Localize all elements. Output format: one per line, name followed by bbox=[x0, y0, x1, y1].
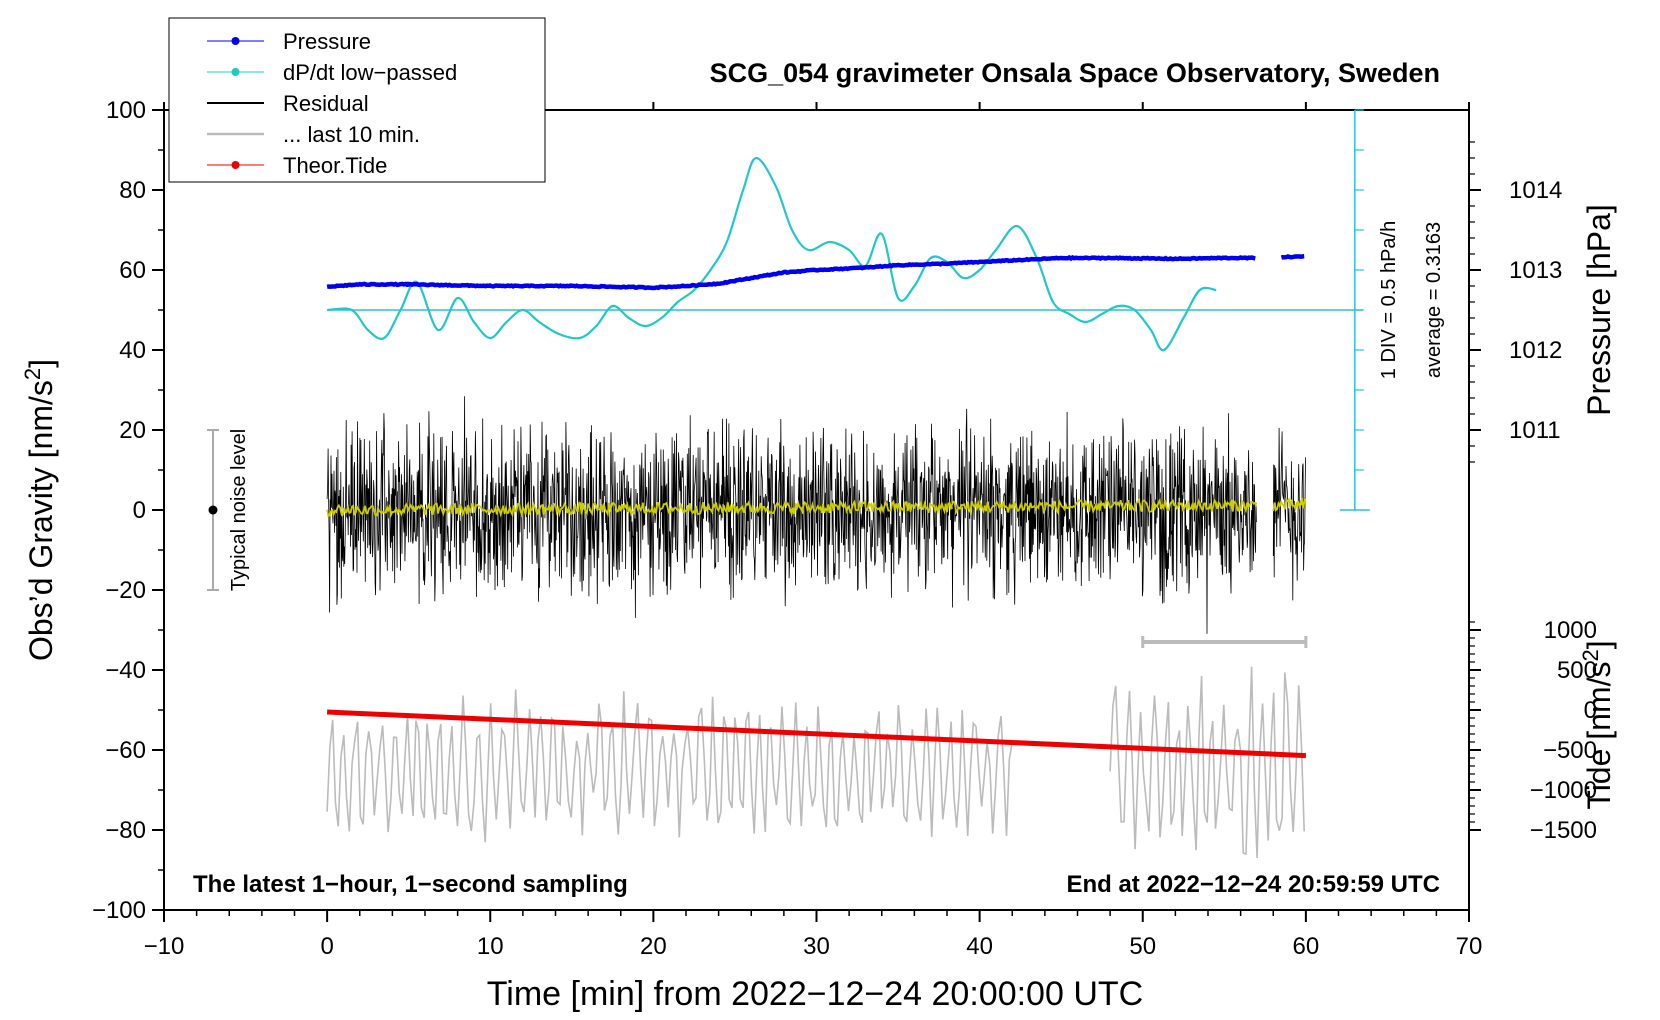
y-tick-label: −80 bbox=[105, 817, 146, 844]
residual-layer bbox=[326, 396, 1306, 634]
y-axis-label-tide-text: Tide [nm/s bbox=[1581, 661, 1617, 809]
legend-item: Theor.Tide bbox=[207, 153, 387, 178]
tide-tick-label: 1000 bbox=[1544, 617, 1597, 644]
legend-swatch-dot bbox=[231, 68, 240, 76]
note-right: End at 2022−12−24 20:59:59 UTC bbox=[1066, 871, 1440, 898]
x-tick-label: −10 bbox=[144, 933, 185, 960]
annotations-layer bbox=[327, 109, 1370, 648]
legend-label: Residual bbox=[283, 91, 369, 116]
y-tick-label: 80 bbox=[119, 177, 146, 204]
x-tick-label: 50 bbox=[1129, 933, 1156, 960]
tide-line bbox=[326, 709, 1307, 759]
last10-trace-recent bbox=[1109, 666, 1305, 859]
legend-swatch-dot bbox=[231, 37, 240, 45]
y-axis-gravity: 100 80 60 40 20 0 −20 −40 −60 −80 −100 bbox=[92, 97, 164, 924]
noise-level-dot bbox=[208, 505, 218, 515]
tide-tick-label: −1000 bbox=[1530, 777, 1597, 804]
legend-swatch-dot bbox=[231, 161, 240, 169]
x-tick-label: 60 bbox=[1293, 933, 1320, 960]
tide-tick-label: −500 bbox=[1543, 737, 1597, 764]
legend-item: Residual bbox=[207, 91, 369, 116]
chart-title: SCG_054 gravimeter Onsala Space Observat… bbox=[710, 58, 1440, 88]
pressure-layer bbox=[326, 254, 1305, 291]
note-left: The latest 1−hour, 1−second sampling bbox=[193, 871, 628, 898]
y-tick-label: 100 bbox=[106, 97, 146, 124]
tide-tick-label: 0 bbox=[1584, 697, 1597, 724]
y-axis-tide: 1000 500 0 −500 −1000 −1500 bbox=[1469, 617, 1597, 844]
y-axis-label-gravity-sup: 2 bbox=[20, 368, 45, 380]
pressure-tick-label: 1014 bbox=[1509, 177, 1562, 204]
y-tick-label: 60 bbox=[119, 257, 146, 284]
y-axis-label-tide: Tide [nm/s2] bbox=[1578, 640, 1617, 809]
pressure-tick-label: 1011 bbox=[1509, 417, 1561, 444]
legend-item: Pressure bbox=[207, 29, 371, 54]
scale-label-div: 1 DIV = 0.5 hPa/h bbox=[1378, 221, 1400, 379]
pressure-tick-label: 1012 bbox=[1509, 337, 1562, 364]
noise-level-marker: Typical noise level bbox=[207, 429, 250, 591]
legend-label: Theor.Tide bbox=[283, 153, 387, 178]
pressure-line bbox=[326, 254, 1256, 291]
noise-level-label: Typical noise level bbox=[228, 429, 250, 591]
pressure-tick-label: 1013 bbox=[1509, 257, 1562, 284]
residual-trace-end bbox=[1272, 427, 1306, 601]
pressure-line-end bbox=[1280, 254, 1305, 260]
legend-item: ... last 10 min. bbox=[207, 122, 420, 147]
legend-label: Pressure bbox=[283, 29, 371, 54]
last10-trace bbox=[326, 689, 1013, 843]
y-tick-label: 40 bbox=[119, 337, 146, 364]
legend-label: dP/dt low−passed bbox=[283, 60, 457, 85]
y-axis-label-tide-sup: 2 bbox=[1578, 649, 1603, 661]
x-tick-label: 20 bbox=[640, 933, 667, 960]
y-tick-label: −60 bbox=[105, 737, 146, 764]
legend-label: ... last 10 min. bbox=[283, 122, 420, 147]
y-axis-label-gravity: Obs’d Gravity [nm/s2] bbox=[20, 359, 59, 661]
y-tick-label: 20 bbox=[119, 417, 146, 444]
dpdt-curve bbox=[327, 156, 1217, 352]
last10-layer bbox=[326, 666, 1305, 859]
x-tick-label: 0 bbox=[320, 933, 333, 960]
legend: Pressure dP/dt low−passed Residual ... last… bbox=[168, 17, 546, 183]
legend-item: dP/dt low−passed bbox=[207, 60, 457, 85]
x-tick-label: 10 bbox=[477, 933, 504, 960]
residual-smooth-layer bbox=[326, 496, 1307, 519]
y-tick-label: −100 bbox=[92, 897, 146, 924]
y-axis-label-gravity-text: Obs’d Gravity [nm/s bbox=[23, 380, 59, 661]
tide-layer bbox=[326, 709, 1307, 759]
x-tick-label: 30 bbox=[803, 933, 830, 960]
y-axis-label-gravity-end: ] bbox=[23, 359, 59, 368]
legend-box bbox=[168, 17, 546, 183]
y-tick-label: 0 bbox=[133, 497, 146, 524]
dpdt-layer bbox=[327, 156, 1217, 352]
y-axis-label-tide-end: ] bbox=[1581, 640, 1617, 649]
y-tick-label: −20 bbox=[105, 577, 146, 604]
x-tick-label: 40 bbox=[966, 933, 993, 960]
tide-tick-label: −1500 bbox=[1530, 817, 1597, 844]
residual-smooth-trace-end bbox=[1272, 496, 1307, 513]
scale-label-average: average = 0.3163 bbox=[1423, 222, 1445, 378]
residual-trace bbox=[326, 396, 1257, 634]
y-tick-label: −40 bbox=[105, 657, 146, 684]
y-axis-pressure: 1014 1013 1012 1011 bbox=[1469, 141, 1562, 463]
tide-tick-label: 500 bbox=[1557, 657, 1597, 684]
x-tick-label: 70 bbox=[1456, 933, 1483, 960]
y-axis-label-pressure: Pressure [hPa] bbox=[1581, 204, 1617, 416]
x-axis: −10 0 10 20 30 40 50 60 70 bbox=[144, 102, 1483, 960]
residual-smooth-trace bbox=[326, 497, 1258, 519]
x-axis-label: Time [min] from 2022−12−24 20:00:00 UTC bbox=[487, 975, 1143, 1013]
